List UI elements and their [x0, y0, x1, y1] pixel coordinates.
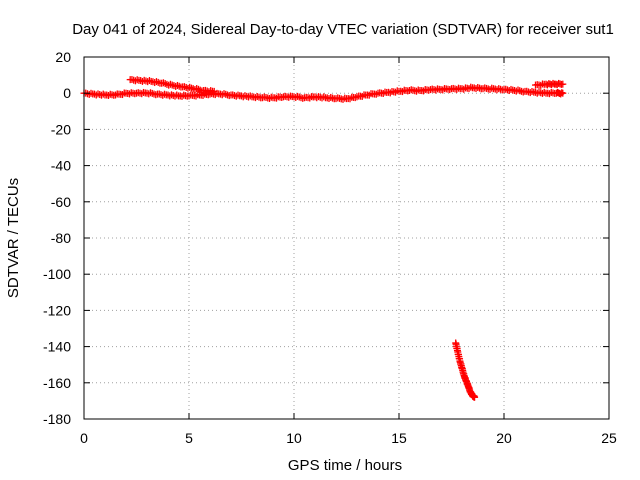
grid-lines [84, 57, 609, 419]
y-tick-label: -60 [51, 194, 71, 210]
y-tick-label: -120 [43, 302, 71, 318]
y-tick-label: -180 [43, 411, 71, 427]
data-point [374, 88, 391, 97]
x-axis-label: GPS time / hours [288, 457, 402, 474]
x-tick-label: 15 [391, 430, 407, 446]
x-tick-labels: 0 5 10 15 20 25 [80, 430, 617, 446]
data-point [458, 83, 475, 93]
y-tick-labels: 20 0 -20 -40 -60 -80 -100 -120 -140 -160 -180 [43, 49, 71, 427]
series-late-arc [532, 79, 567, 89]
data-point [133, 88, 149, 98]
y-axis-label: SDTVAR / TECUs [5, 178, 22, 298]
data-point [471, 393, 479, 401]
y-tick-label: -40 [51, 158, 71, 174]
y-tick-label: -140 [43, 339, 71, 355]
x-tick-label: 0 [80, 430, 88, 446]
data-point [559, 80, 567, 88]
plot-frame [83, 56, 610, 420]
y-tick-label: -160 [43, 375, 71, 391]
x-tick-label: 20 [496, 430, 512, 446]
x-tick-label: 25 [601, 430, 617, 446]
axis-ticks [83, 56, 610, 420]
data-point [559, 89, 567, 97]
data-point [238, 92, 254, 101]
y-tick-label: -20 [51, 121, 71, 137]
data-points [80, 76, 567, 401]
y-tick-label: -100 [43, 266, 71, 282]
data-point [406, 86, 422, 95]
data-point [456, 357, 466, 371]
y-tick-label: 20 [55, 49, 71, 65]
data-point [479, 84, 496, 93]
x-tick-label: 10 [286, 430, 302, 446]
data-point [101, 90, 118, 100]
series-upper-arc [126, 76, 218, 96]
series-negative-excursion [452, 339, 479, 401]
y-tick-label: 0 [63, 85, 71, 101]
chart-title: Day 041 of 2024, Sidereal Day-to-day VTE… [72, 21, 614, 38]
x-tick-label: 5 [185, 430, 193, 446]
data-point [185, 91, 202, 100]
y-tick-label: -80 [51, 230, 71, 246]
data-point [210, 87, 218, 95]
series-main-band [80, 83, 567, 103]
